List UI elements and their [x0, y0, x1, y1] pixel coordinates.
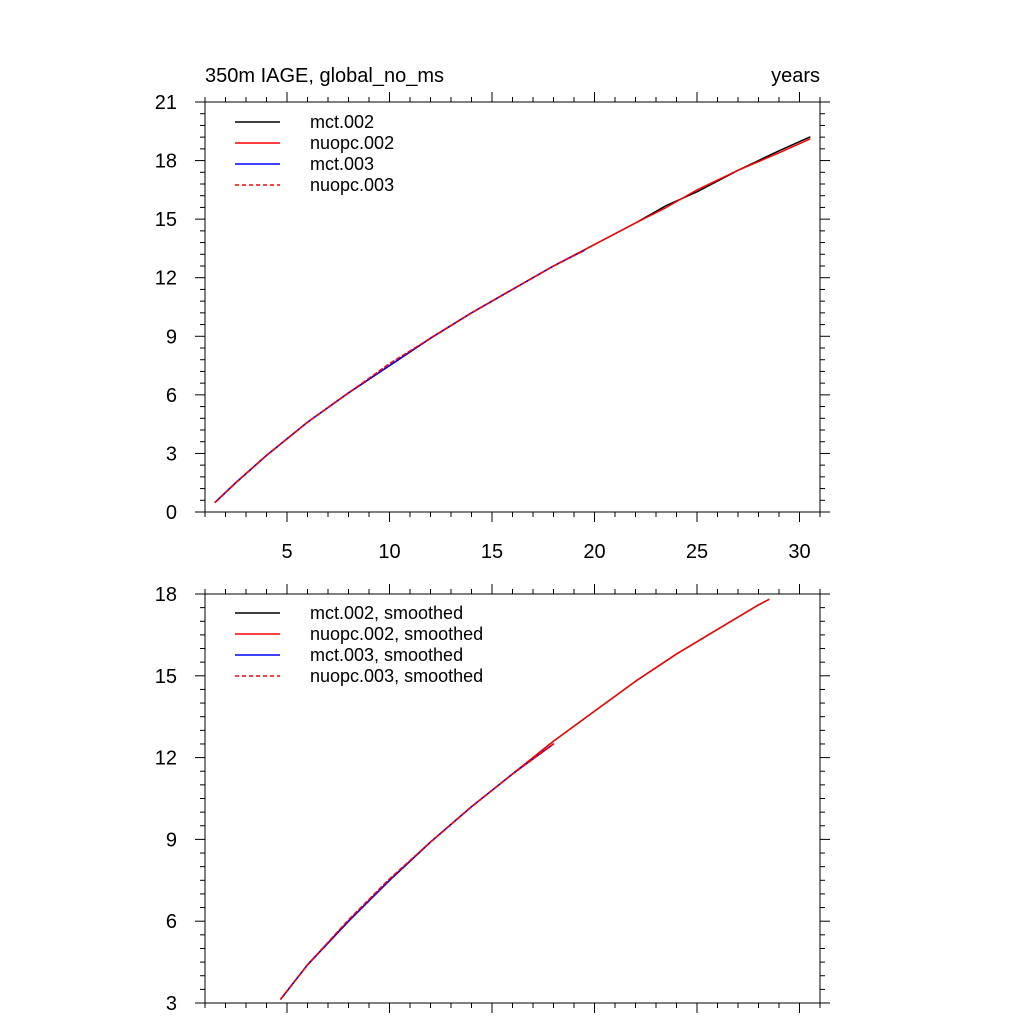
- plot-frame: [204, 101, 821, 513]
- chart-title-right: years: [771, 65, 820, 87]
- series-line-mct-003-smoothed: [280, 743, 555, 1000]
- legend-label: nuopc.002, smoothed: [310, 624, 483, 644]
- y-tick-label: 6: [166, 385, 177, 407]
- y-tick-label: 18: [155, 151, 177, 173]
- y-tick-label: 12: [155, 268, 177, 290]
- plot-frame: [204, 593, 821, 1004]
- legend-label: nuopc.003, smoothed: [310, 666, 483, 686]
- y-tick-label: 6: [166, 911, 177, 933]
- series-line-mct-003: [214, 249, 586, 503]
- x-tick-label: 30: [788, 541, 810, 563]
- legend-label: mct.002: [310, 112, 374, 132]
- series-line-mct-002: [214, 136, 811, 503]
- y-tick-label: 15: [155, 666, 177, 688]
- y-tick-label: 9: [166, 829, 177, 851]
- series-line-nuopc-003: [214, 249, 586, 503]
- legend-label: mct.003, smoothed: [310, 645, 463, 665]
- x-tick-label: 5: [281, 541, 292, 563]
- legend-label: nuopc.002: [310, 133, 394, 153]
- y-tick-label: 12: [155, 748, 177, 770]
- legend-label: mct.002, smoothed: [310, 603, 463, 623]
- x-tick-label: 15: [481, 541, 503, 563]
- series-line-nuopc-003-smoothed: [280, 743, 555, 1000]
- x-tick-label: 20: [583, 541, 605, 563]
- series-line-nuopc-002: [214, 138, 811, 503]
- y-tick-label: 3: [166, 443, 177, 465]
- y-tick-label: 15: [155, 209, 177, 231]
- top-chart-panel: 0 3 6 9 12 15 18 21 5 10 15 20 25 30 350m IAGE, global…: [155, 65, 830, 563]
- x-tick-label: 25: [686, 541, 708, 563]
- y-tick-label: 18: [155, 584, 177, 606]
- y-tick-label: 0: [166, 502, 177, 524]
- y-tick-label: 21: [155, 92, 177, 114]
- legend-label: nuopc.003: [310, 175, 394, 195]
- y-tick-label: 9: [166, 326, 177, 348]
- x-tick-label: 10: [378, 541, 400, 563]
- y-tick-label: 3: [166, 993, 177, 1015]
- chart-title-left: 350m IAGE, global_no_ms: [205, 65, 444, 87]
- legend-label: mct.003: [310, 154, 374, 174]
